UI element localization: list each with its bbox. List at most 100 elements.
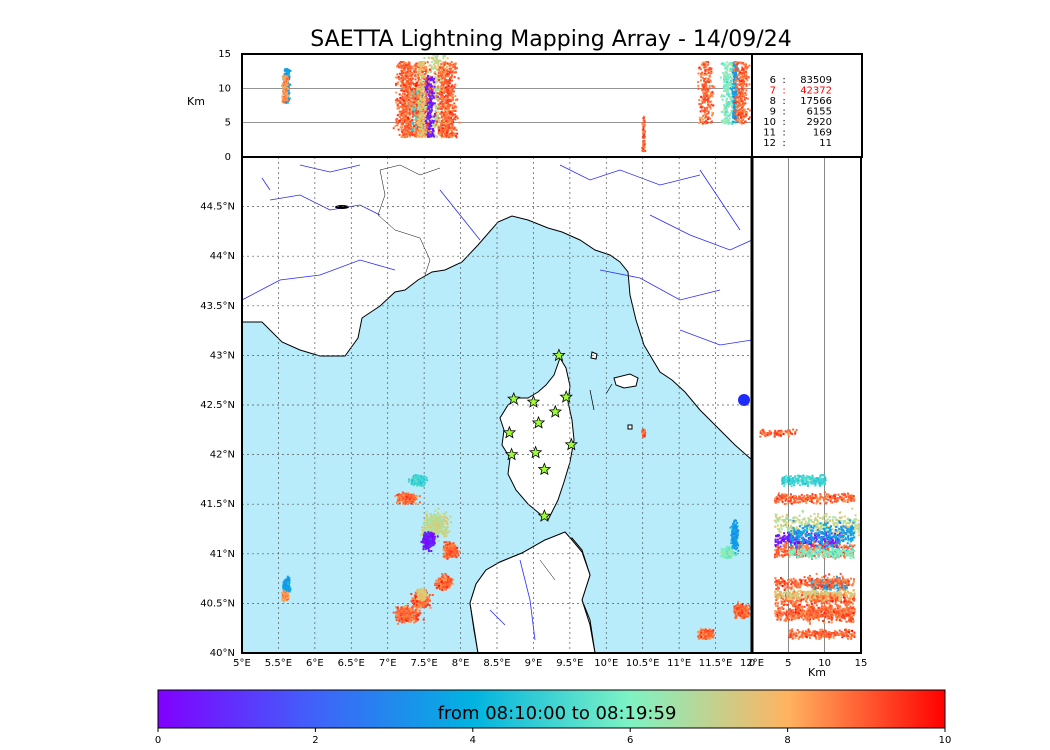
map-lightning-point <box>450 547 453 550</box>
map-lightning-point <box>746 607 749 610</box>
top-lightning-point <box>286 101 289 104</box>
map-lightning-point <box>428 526 431 529</box>
map-lightning-point <box>441 588 444 591</box>
map-lightning-point <box>729 556 732 559</box>
map-lightning-point <box>441 579 443 582</box>
map-lightning-point <box>397 622 400 625</box>
map-lightning-point <box>407 608 409 611</box>
top-lightning-point <box>398 93 401 96</box>
map-lightning-point <box>287 588 290 590</box>
top-lightning-point <box>281 100 284 103</box>
top-lightning-point <box>282 84 285 86</box>
top-lightning-point <box>436 115 439 117</box>
map-lightning-point <box>437 518 440 521</box>
map-lightning-point <box>726 554 729 557</box>
map-lightning-point <box>425 536 428 538</box>
map-lightning-point <box>745 614 748 617</box>
map-lightning-point <box>412 484 415 487</box>
map-lightning-point <box>414 608 417 611</box>
map-lightning-point <box>428 550 431 553</box>
map-lightning-point <box>450 550 453 553</box>
map-lightning-point <box>722 556 725 559</box>
map-lightning-point <box>421 475 424 478</box>
map-lightning-point <box>712 636 715 639</box>
map-lightning-point <box>418 605 421 608</box>
map-lightning-point <box>707 631 710 634</box>
top-lightning-point <box>432 58 435 61</box>
map-lightning-point <box>447 518 449 521</box>
map-lightning-point <box>281 599 284 601</box>
map-lightning-point <box>732 554 735 557</box>
map-lightning-point <box>453 544 456 547</box>
map-lightning-point <box>430 550 433 552</box>
map-lightning-point <box>441 531 444 534</box>
map-lightning-point <box>432 540 435 543</box>
map-lightning-point <box>735 548 737 551</box>
map-lightning-point <box>285 595 288 598</box>
map-lightning-point <box>430 522 433 525</box>
map-lightning-point <box>416 594 419 597</box>
map-lightning-point <box>444 572 447 575</box>
map-lightning-point <box>431 594 434 596</box>
top-lightning-point <box>442 55 445 58</box>
map-lightning-point <box>437 528 440 531</box>
map-lightning-point <box>734 529 737 532</box>
top-lightning-point <box>402 79 404 82</box>
map-lightning-point <box>744 613 746 615</box>
map-lightning-point <box>446 581 449 584</box>
map-lightning-point <box>450 546 453 549</box>
map-lightning-point <box>732 540 735 543</box>
top-lightning-point <box>431 116 434 119</box>
map-lightning-point <box>446 583 449 586</box>
map-lightning-point <box>400 606 403 609</box>
map-lightning-point <box>433 542 436 545</box>
giglio-island <box>627 424 633 430</box>
top-lightning-point <box>413 118 416 121</box>
rivers <box>242 164 752 641</box>
map-lightning-point <box>420 591 422 594</box>
map-lightning-point <box>423 602 426 605</box>
map-lightning-point <box>720 551 723 554</box>
top-lightning-point <box>281 84 283 87</box>
map-lightning-point <box>708 629 711 632</box>
map-lightning-point <box>405 607 408 610</box>
station-star-marker <box>531 415 546 429</box>
map-lightning-point <box>443 515 446 518</box>
map-lightning-point <box>700 628 703 631</box>
latitude-tick-label: 44°N <box>210 251 235 262</box>
map-lightning-point <box>404 501 407 504</box>
map-lightning-point <box>735 529 738 532</box>
top-lightning-point <box>287 89 290 92</box>
top-lightning-point <box>446 66 448 69</box>
top-lightning-point <box>400 129 403 132</box>
map-lightning-point <box>403 615 406 618</box>
map-lightning-point <box>417 475 419 478</box>
map-lightning-point <box>451 551 453 554</box>
map-lightning-point <box>440 522 443 525</box>
map-lightning-point <box>448 555 451 558</box>
map-lightning-point <box>722 553 724 556</box>
top-lightning-point <box>408 113 411 116</box>
top-lightning-point <box>433 84 436 87</box>
map-lightning-point <box>643 429 646 432</box>
map-lightning-point <box>282 600 285 603</box>
map-lightning-point <box>425 604 428 607</box>
map-lightning-point <box>742 613 745 616</box>
map-lightning-point <box>720 548 723 551</box>
top-lightning-point <box>283 101 286 104</box>
top-lightning-point <box>436 116 439 119</box>
top-lightning-point <box>404 61 407 64</box>
top-lightning-point <box>433 126 436 129</box>
map-lightning-point <box>415 599 418 601</box>
map-lightning-point <box>405 615 408 618</box>
top-lightning-point <box>283 90 286 93</box>
top-lightning-point <box>416 96 418 99</box>
map-lightning-point <box>416 602 419 605</box>
map-lightning-point <box>733 606 736 608</box>
map-lightning-point <box>424 537 427 540</box>
map-lightning-point <box>452 542 455 545</box>
latitude-tick-label: 42.5°N <box>200 400 235 411</box>
map-lightning-point <box>434 521 437 524</box>
map-lightning-point <box>432 530 435 533</box>
top-lightning-point <box>287 88 290 90</box>
